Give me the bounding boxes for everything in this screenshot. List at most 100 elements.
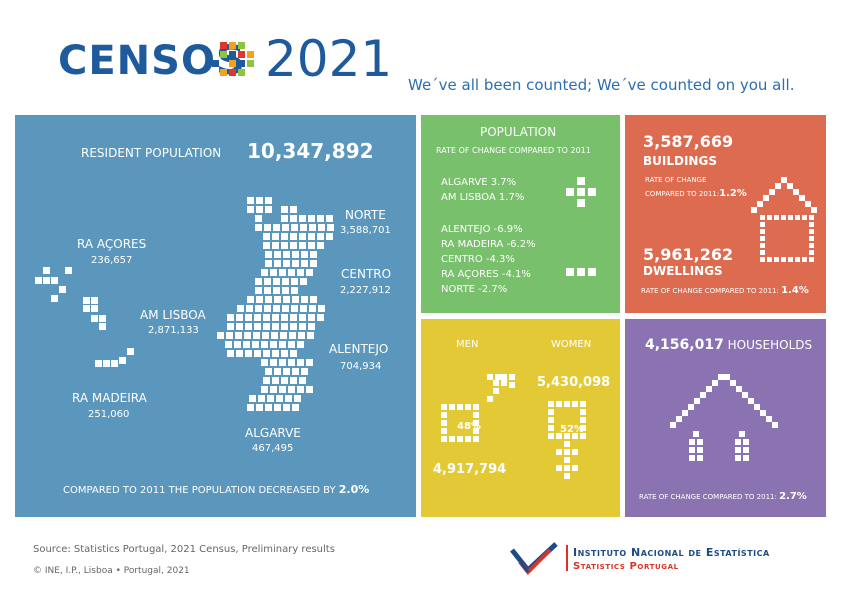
region-alentejo-value: 704,934: [340, 361, 382, 372]
map-square: [247, 404, 254, 411]
map-square: [292, 404, 299, 411]
map-square: [318, 224, 325, 231]
male-square: [473, 436, 479, 442]
person-square: [697, 455, 703, 461]
map-square: [288, 386, 295, 393]
roof-square: [766, 416, 772, 422]
roof-square: [724, 374, 730, 380]
map-square: [255, 215, 262, 222]
roof-square: [760, 410, 766, 416]
male-square: [487, 396, 493, 402]
map-square: [299, 242, 306, 249]
roof-square: [805, 201, 811, 207]
azores-square: [43, 267, 50, 274]
azores-square: [91, 297, 98, 304]
region-alentejo-name: ALENTEJO: [329, 342, 389, 356]
map-square: [310, 260, 317, 267]
map-square: [263, 242, 270, 249]
portugal-map-icon: [35, 197, 334, 411]
wall-square: [760, 250, 765, 255]
male-square: [473, 404, 479, 410]
azores-square: [99, 323, 106, 330]
wall-square: [760, 229, 765, 234]
roof-square: [769, 189, 775, 195]
wall-square: [781, 215, 786, 220]
map-square: [261, 386, 268, 393]
roof-square: [811, 207, 817, 213]
madeira-square: [119, 357, 126, 364]
map-square: [265, 260, 272, 267]
region-acores-value: 236,657: [91, 255, 133, 266]
map-square: [236, 323, 243, 330]
male-square: [441, 436, 447, 442]
person-square: [743, 439, 749, 445]
map-square: [317, 215, 324, 222]
tagline: We´ve all been counted; We´ve counted on…: [408, 76, 795, 94]
map-square: [237, 305, 244, 312]
person-square: [693, 431, 699, 437]
madeira-square: [127, 348, 134, 355]
roof-square: [706, 386, 712, 392]
map-square: [270, 359, 277, 366]
map-square: [310, 251, 317, 258]
male-square: [487, 374, 493, 380]
female-square: [548, 433, 554, 439]
map-square: [317, 233, 324, 240]
wall-square: [809, 243, 814, 248]
map-square: [294, 395, 301, 402]
population-change-subtitle: RATE OF CHANGE COMPARED TO 2011: [436, 146, 591, 155]
map-square: [227, 350, 234, 357]
map-square: [282, 305, 289, 312]
buildings-label: BUILDINGS: [643, 154, 717, 168]
female-square: [572, 449, 578, 455]
female-square: [564, 401, 570, 407]
map-square: [276, 395, 283, 402]
map-square: [265, 296, 272, 303]
map-square: [326, 233, 333, 240]
dwellings-label: DWELLINGS: [643, 264, 723, 278]
buildings-value: 3,587,669: [643, 132, 734, 151]
map-square: [256, 404, 263, 411]
map-square: [274, 296, 281, 303]
map-square: [283, 368, 290, 375]
male-square: [493, 380, 499, 386]
map-square: [300, 278, 307, 285]
population-decrease-value: 2.0%: [338, 483, 370, 496]
men-pct: 48%: [457, 421, 481, 432]
map-square: [283, 404, 290, 411]
map-square: [288, 269, 295, 276]
female-square: [564, 465, 570, 471]
region-madeira-name: RA MADEIRA: [72, 391, 147, 405]
map-square: [236, 350, 243, 357]
wall-square: [760, 215, 765, 220]
map-square: [290, 206, 297, 213]
map-square: [283, 296, 290, 303]
region-algarve-value: 467,495: [252, 443, 294, 454]
wall-square: [760, 243, 765, 248]
households-line: 4,156,017 HOUSEHOLDS: [645, 337, 812, 353]
person-square: [689, 447, 695, 453]
dwellings-rate-value: 1.4%: [781, 285, 809, 296]
map-square: [263, 233, 270, 240]
azores-square: [51, 295, 58, 302]
map-square: [308, 215, 315, 222]
male-square: [449, 436, 455, 442]
map-square: [290, 314, 297, 321]
map-square: [327, 224, 334, 231]
map-square: [288, 341, 295, 348]
person-square: [697, 447, 703, 453]
map-square: [273, 278, 280, 285]
female-square: [556, 465, 562, 471]
map-square: [272, 242, 279, 249]
map-square: [264, 287, 271, 294]
azores-square: [91, 315, 98, 322]
map-square: [306, 269, 313, 276]
female-square: [580, 417, 586, 423]
map-square: [317, 314, 324, 321]
person-square: [697, 439, 703, 445]
roof-square: [730, 380, 736, 386]
male-square: [441, 412, 447, 418]
male-square: [457, 436, 463, 442]
roof-square: [787, 183, 793, 189]
map-square: [272, 377, 279, 384]
